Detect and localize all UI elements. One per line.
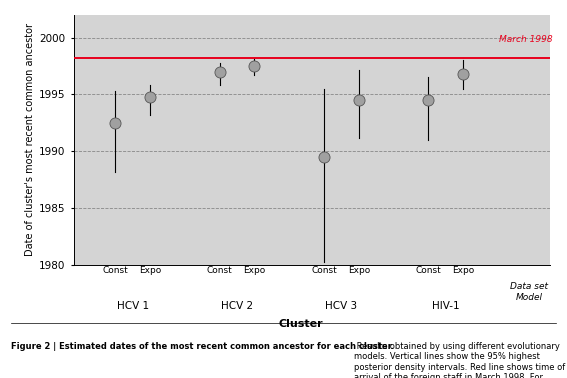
Text: Figure 2 | Estimated dates of the most recent common ancestor for each cluster.: Figure 2 | Estimated dates of the most r…: [11, 342, 394, 351]
Text: Results obtained by using different evolutionary models. Vertical lines show the: Results obtained by using different evol…: [354, 342, 566, 378]
Text: HCV 3: HCV 3: [325, 301, 357, 311]
Text: Cluster: Cluster: [278, 319, 323, 329]
Text: March 1998: March 1998: [499, 35, 553, 44]
Y-axis label: Date of cluster's most recent common ancestor: Date of cluster's most recent common anc…: [25, 23, 35, 256]
Text: HIV-1: HIV-1: [432, 301, 459, 311]
Text: HCV 1: HCV 1: [117, 301, 149, 311]
Text: Data set
Model: Data set Model: [510, 282, 548, 302]
Text: HCV 2: HCV 2: [221, 301, 253, 311]
